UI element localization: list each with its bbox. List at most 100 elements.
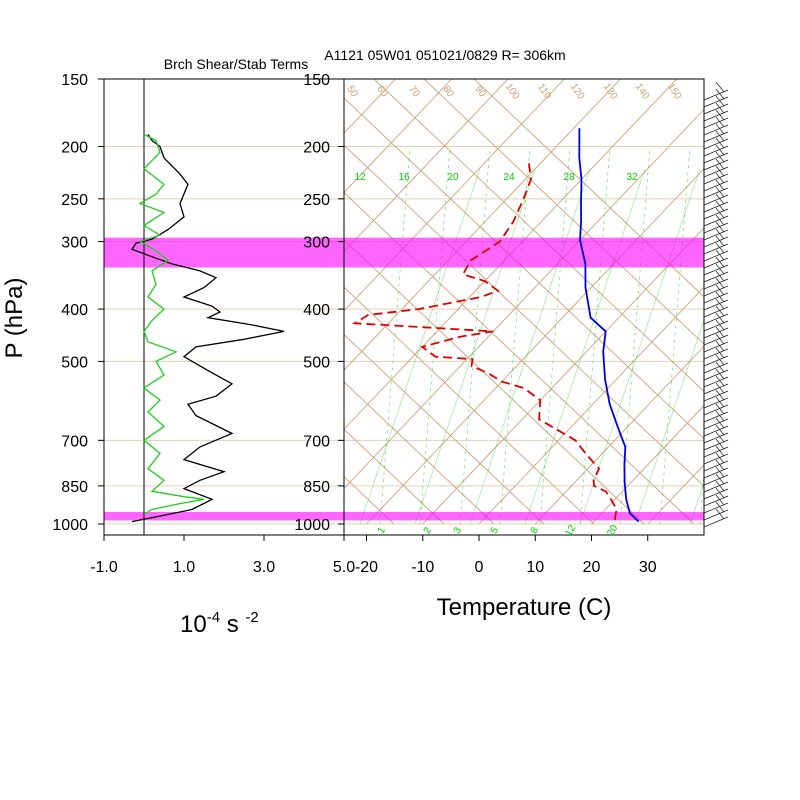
wind-barb-flag bbox=[715, 368, 725, 380]
wind-barb-flag bbox=[715, 340, 725, 352]
wind-barb bbox=[703, 326, 729, 346]
shear-stability-panel: 150 200 250 300 400 500 700 850 1000 -1.0 1.0 3.0 5… bbox=[1, 56, 355, 638]
wind-barb-flag bbox=[715, 480, 725, 492]
isotherm--10 bbox=[422, 227, 704, 525]
right-y-tick-label-500: 500 bbox=[303, 354, 330, 371]
wind-barb-flag bbox=[715, 438, 725, 450]
mixing-ratio-line-3 bbox=[499, 146, 531, 525]
isotherm-0 bbox=[478, 286, 704, 525]
wind-barb-flag bbox=[715, 235, 725, 247]
moist-adiabat-3 bbox=[524, 168, 646, 525]
wind-barb bbox=[703, 95, 729, 115]
wind-barb bbox=[703, 480, 729, 500]
left-x-axis-label-mid: s bbox=[220, 611, 245, 638]
wind-barb bbox=[703, 333, 729, 353]
wind-barb-flag bbox=[715, 214, 725, 226]
mixing-ratio-line-9 bbox=[740, 146, 770, 524]
wind-barb-flag bbox=[715, 137, 725, 149]
wind-barb bbox=[703, 109, 729, 129]
right-series-group bbox=[351, 128, 640, 523]
isotherm--110 bbox=[0, 79, 283, 524]
right-plot-frame bbox=[343, 78, 705, 536]
wind-barb bbox=[703, 494, 729, 514]
moist-adiabat-0 bbox=[359, 168, 481, 525]
wind-barb-flag bbox=[715, 312, 725, 324]
adiabat-label-130: 130 bbox=[601, 82, 620, 102]
wind-barb bbox=[703, 102, 729, 122]
temp-tick-label-30: 30 bbox=[639, 559, 657, 576]
wind-barb bbox=[703, 417, 729, 437]
wind-barb bbox=[703, 431, 729, 451]
mixing-ratio-label-top-24: 24 bbox=[503, 172, 515, 183]
temp-tick-label-0: 0 bbox=[475, 559, 484, 576]
wind-barb bbox=[703, 452, 729, 472]
mixing-ratio-label-bottom-3: 5 bbox=[489, 525, 502, 536]
wind-barb bbox=[703, 438, 729, 458]
isotherm--60 bbox=[344, 79, 565, 312]
wind-barb bbox=[703, 172, 729, 192]
wind-barb-flag bbox=[715, 298, 725, 310]
wind-barb-flag bbox=[715, 228, 725, 240]
isotherm--40 bbox=[344, 79, 678, 430]
wind-barb bbox=[703, 165, 729, 185]
right-highlight-band-0 bbox=[344, 237, 704, 268]
wind-barb-flag bbox=[715, 347, 725, 359]
wind-barb bbox=[703, 144, 729, 164]
wind-barb bbox=[703, 298, 729, 318]
dry-adiabat-12 bbox=[473, 79, 704, 298]
stability-series-line bbox=[138, 133, 205, 515]
moist-adiabat-2 bbox=[469, 168, 591, 525]
left-y-tick-label-200: 200 bbox=[61, 139, 88, 156]
wind-barb-flag bbox=[715, 158, 725, 170]
wind-barb bbox=[703, 242, 729, 262]
wind-barb-flag bbox=[715, 389, 725, 401]
left-x-tick-label-5.0: 5.0 bbox=[333, 559, 355, 576]
wind-barb-flag bbox=[715, 277, 725, 289]
dry-adiabat--2 bbox=[0, 79, 244, 524]
wind-barb bbox=[703, 193, 729, 213]
wind-barb bbox=[703, 389, 729, 409]
wind-barb bbox=[703, 158, 729, 178]
left-x-axis-label-exp2: -2 bbox=[245, 609, 258, 626]
moist-adiabat-6 bbox=[689, 481, 704, 525]
mixing-ratio-line-7 bbox=[659, 146, 691, 525]
dry-adiabat-5 bbox=[344, 286, 595, 525]
dry-adiabat-11 bbox=[423, 79, 704, 345]
wind-barb bbox=[703, 81, 729, 101]
left-series-group bbox=[131, 133, 285, 523]
wind-barb bbox=[703, 263, 729, 283]
isotherm-10 bbox=[534, 345, 704, 525]
mixing-ratio-label-bottom-0: 1 bbox=[376, 525, 389, 536]
right-y-tick-label-700: 700 bbox=[303, 433, 330, 450]
isotherm--120 bbox=[0, 79, 227, 524]
isotherm-50 bbox=[760, 79, 800, 524]
wind-barb bbox=[703, 88, 729, 108]
dry-adiabat--1 bbox=[0, 79, 294, 524]
shear-series-line bbox=[131, 134, 285, 523]
left-panel-title: Brch Shear/Stab Terms bbox=[164, 56, 308, 72]
wind-barb-flag bbox=[715, 508, 725, 520]
left-x-ticks: -1.0 1.0 3.0 5.0 bbox=[90, 535, 355, 576]
mixing-ratio-line-1 bbox=[419, 146, 451, 525]
dry-adiabat-10 bbox=[373, 79, 704, 393]
wind-barb-flag bbox=[715, 466, 725, 478]
right-y-tick-label-300: 300 bbox=[303, 235, 330, 252]
wind-barb-flag bbox=[715, 445, 725, 457]
adiabat-label-60: 60 bbox=[374, 84, 390, 100]
wind-barb-flag bbox=[715, 452, 725, 464]
wind-barbs bbox=[703, 81, 729, 528]
wind-barb bbox=[703, 291, 729, 311]
wind-barb bbox=[703, 354, 729, 374]
right-y-tick-label-1000: 1000 bbox=[294, 517, 330, 534]
wind-barb bbox=[703, 473, 729, 493]
left-y-tick-label-500: 500 bbox=[61, 354, 88, 371]
adiabat-label-50: 50 bbox=[344, 84, 360, 100]
y-axis-label: P (hPa) bbox=[1, 278, 28, 359]
mixing-ratio-line-5 bbox=[579, 146, 611, 525]
mixing-ratio-label-top-16: 16 bbox=[398, 172, 410, 183]
moist-adiabat-1 bbox=[414, 168, 536, 525]
wind-barb-flag bbox=[715, 305, 725, 317]
wind-barb bbox=[703, 137, 729, 157]
